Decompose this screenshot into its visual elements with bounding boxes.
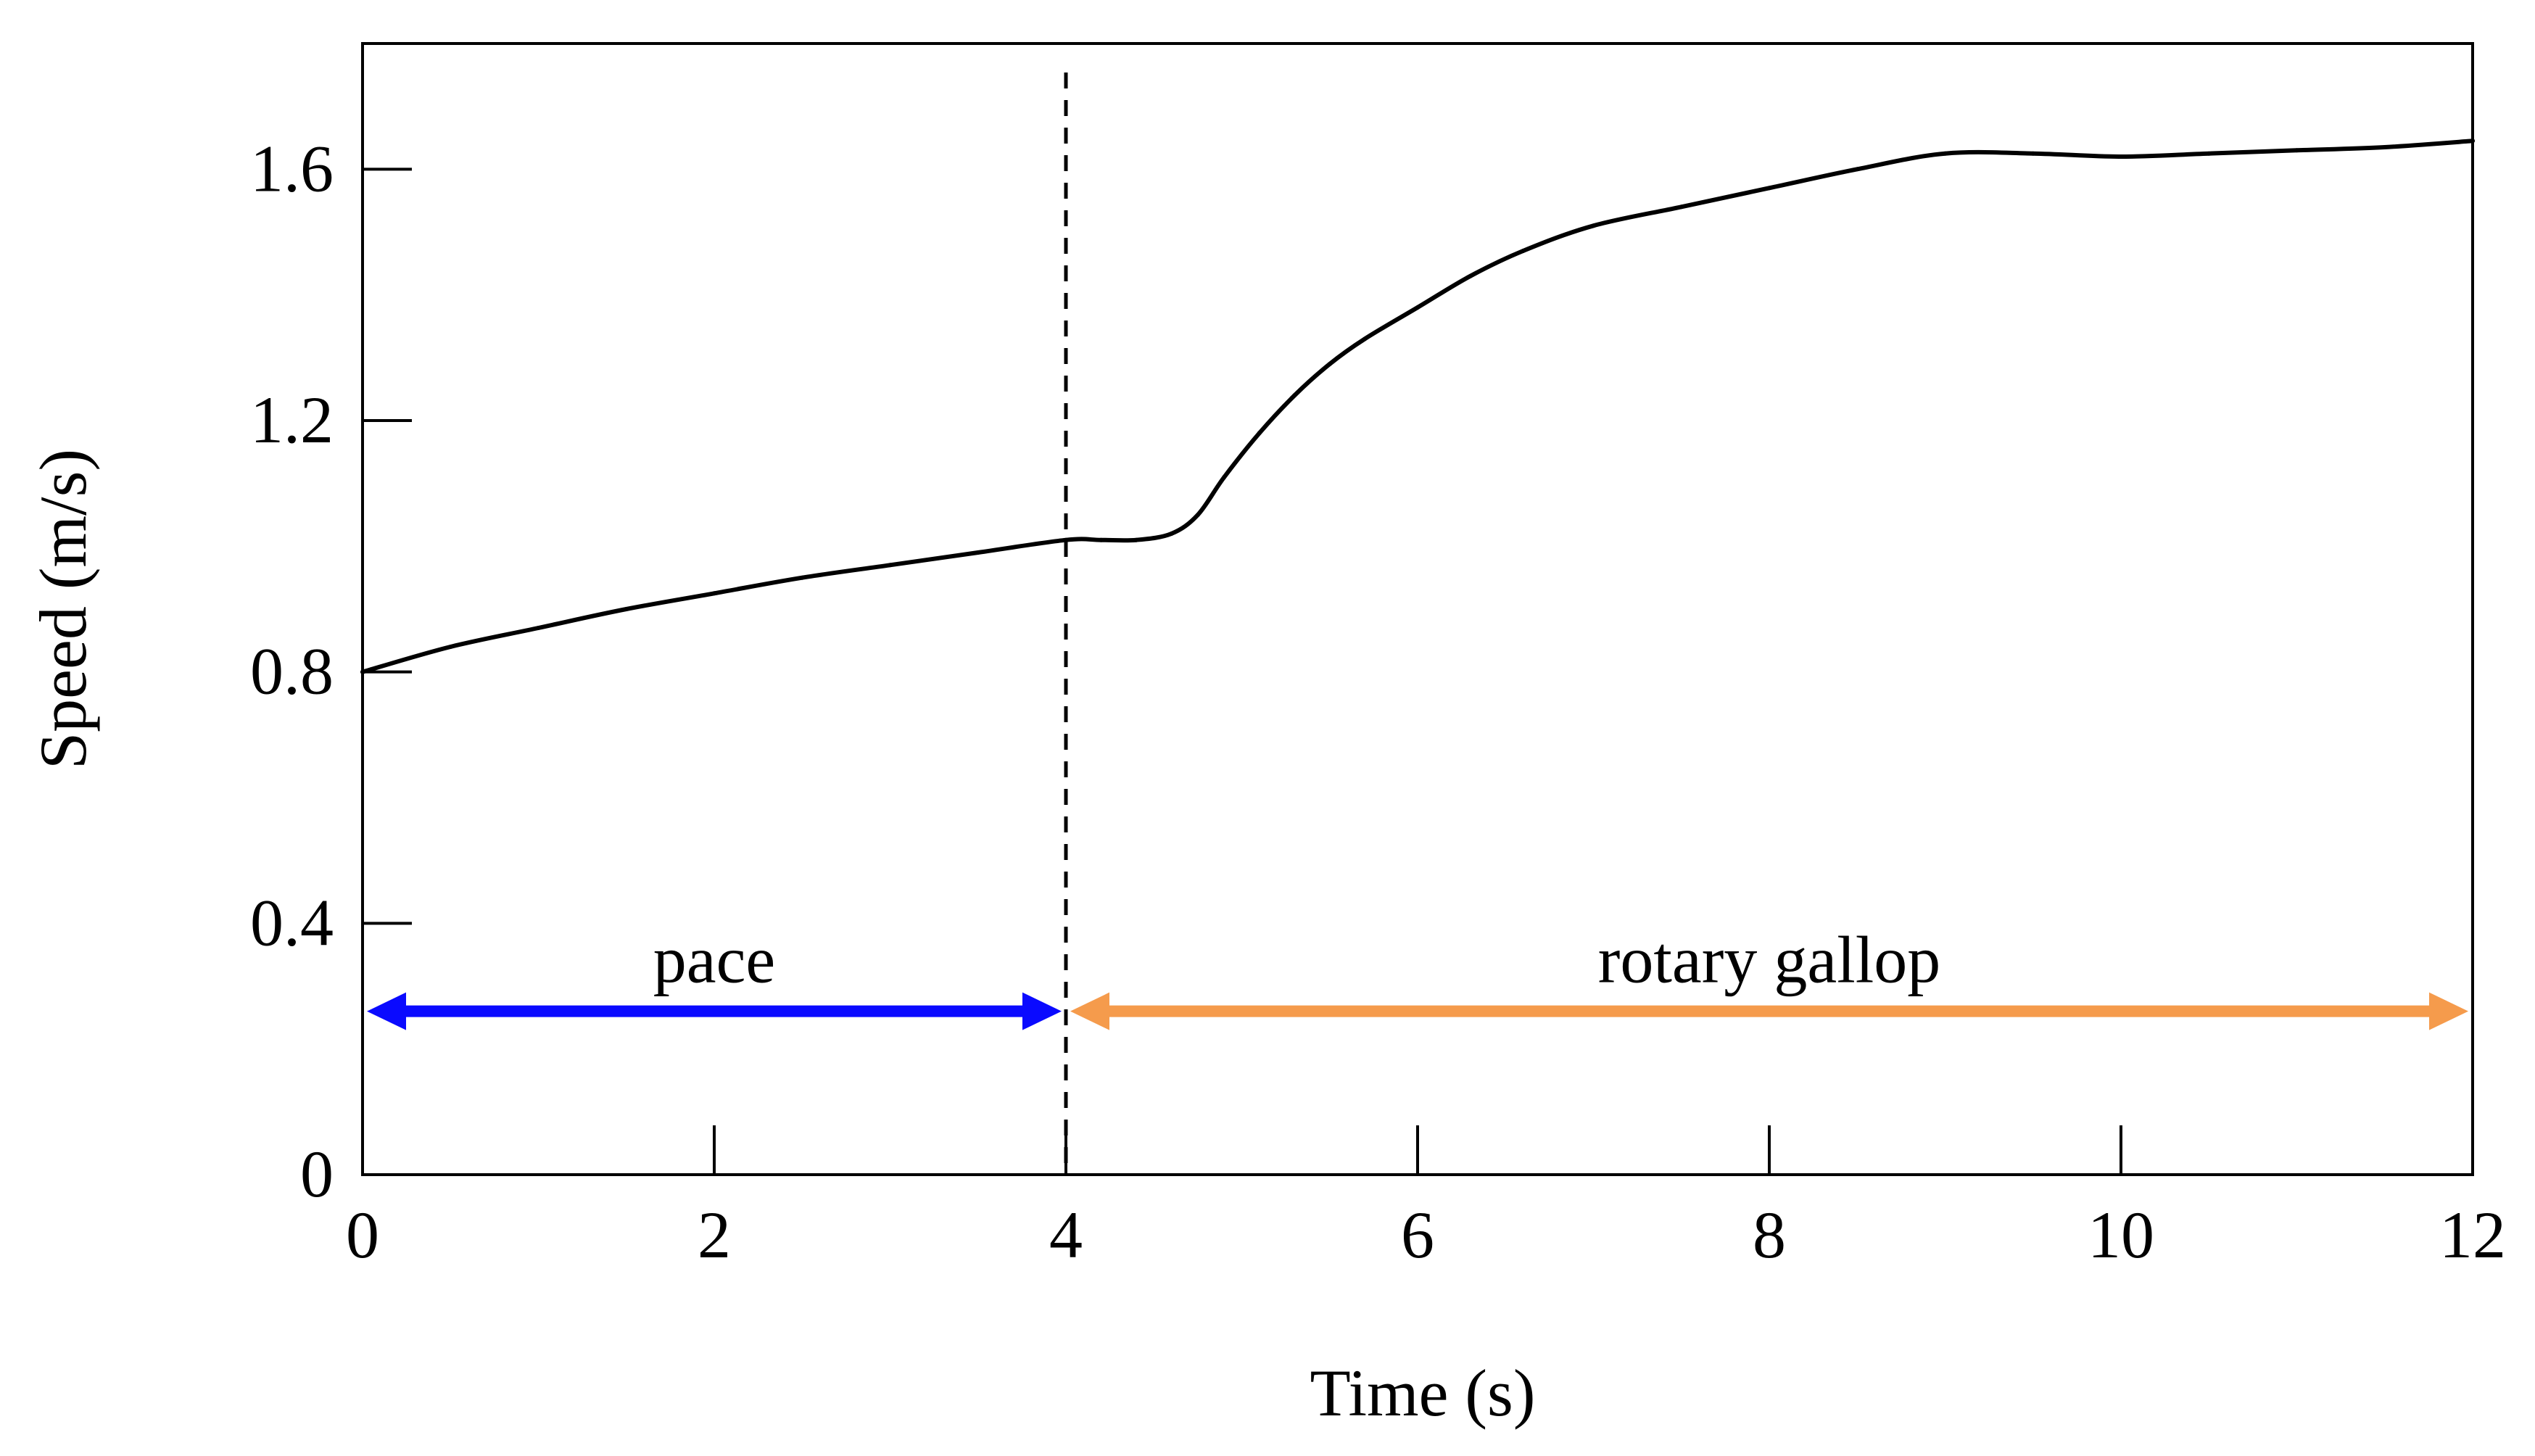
speed-data-point bbox=[1521, 249, 1526, 253]
y-axis-title: Speed (m/s) bbox=[26, 449, 100, 769]
x-tick-label: 12 bbox=[2439, 1198, 2506, 1272]
x-tick-label: 6 bbox=[1401, 1198, 1434, 1272]
speed-data-point bbox=[2119, 154, 2123, 159]
speed-data-point bbox=[1327, 362, 1332, 366]
speed-data-point bbox=[1099, 537, 1104, 542]
speed-data-point bbox=[2030, 151, 2035, 156]
speed-data-point bbox=[536, 626, 541, 630]
speed-data-point bbox=[1222, 475, 1227, 479]
x-tick-labels: 0 2 4 6 8 10 12 bbox=[346, 1198, 2506, 1272]
speed-data-point bbox=[800, 575, 805, 580]
x-tick-label: 10 bbox=[2088, 1198, 2154, 1272]
rotary-gallop-arrow-head-right bbox=[2429, 992, 2468, 1030]
speed-data-point bbox=[1064, 537, 1068, 542]
y-tick-label: 1.2 bbox=[250, 383, 334, 457]
speed-data-point bbox=[1195, 513, 1200, 517]
speed-data-point bbox=[360, 669, 365, 674]
speed-data-point bbox=[2207, 151, 2212, 156]
speed-data-point bbox=[1415, 305, 1420, 310]
x-tick-label: 2 bbox=[698, 1198, 731, 1272]
y-tick-label: 0 bbox=[300, 1137, 334, 1211]
speed-data-point bbox=[1134, 537, 1138, 542]
speed-series-line bbox=[360, 138, 2475, 674]
speed-data-point bbox=[1943, 151, 1948, 156]
speed-data-point bbox=[2382, 145, 2387, 149]
y-tick-label: 0.4 bbox=[250, 885, 334, 959]
rotary-gallop-arrow-head-left bbox=[1070, 992, 1109, 1030]
speed-data-point bbox=[2470, 138, 2475, 144]
tick-marks bbox=[363, 167, 2122, 1175]
speed-data-point bbox=[975, 550, 980, 555]
speed-data-point bbox=[1468, 273, 1473, 278]
speed-data-point bbox=[1292, 393, 1297, 398]
pace-label: pace bbox=[653, 923, 776, 997]
speed-data-point bbox=[712, 591, 716, 596]
speed-data-point bbox=[1169, 531, 1174, 536]
x-tick-label: 4 bbox=[1049, 1198, 1083, 1272]
speed-data-point bbox=[1257, 431, 1262, 436]
series-group bbox=[360, 138, 2475, 674]
speed-data-point bbox=[2294, 148, 2299, 153]
speed-data-point bbox=[1591, 223, 1596, 228]
speed-data-point bbox=[448, 645, 453, 649]
rotary-gallop-label: rotary gallop bbox=[1598, 923, 1941, 997]
speed-data-point bbox=[1362, 336, 1368, 342]
plot-frame bbox=[361, 42, 2474, 1176]
speed-data-point bbox=[1767, 186, 1771, 191]
speed-data-point bbox=[1679, 204, 1684, 210]
speed-data-point bbox=[624, 607, 629, 611]
pace-arrow-head-left bbox=[367, 992, 406, 1030]
annotations: pace rotary gallop bbox=[367, 73, 2468, 1175]
pace-arrow-head-right bbox=[1022, 992, 1062, 1030]
x-tick-label: 8 bbox=[1753, 1198, 1786, 1272]
x-axis-title: Time (s) bbox=[1310, 1356, 1536, 1430]
x-tick-label: 0 bbox=[346, 1198, 379, 1272]
speed-data-point bbox=[1855, 167, 1860, 172]
y-tick-label: 0.8 bbox=[250, 634, 334, 708]
speed-data-point bbox=[888, 563, 893, 568]
y-tick-labels: 0 0.4 0.8 1.2 1.6 bbox=[250, 131, 334, 1211]
y-tick-label: 1.6 bbox=[250, 131, 334, 205]
